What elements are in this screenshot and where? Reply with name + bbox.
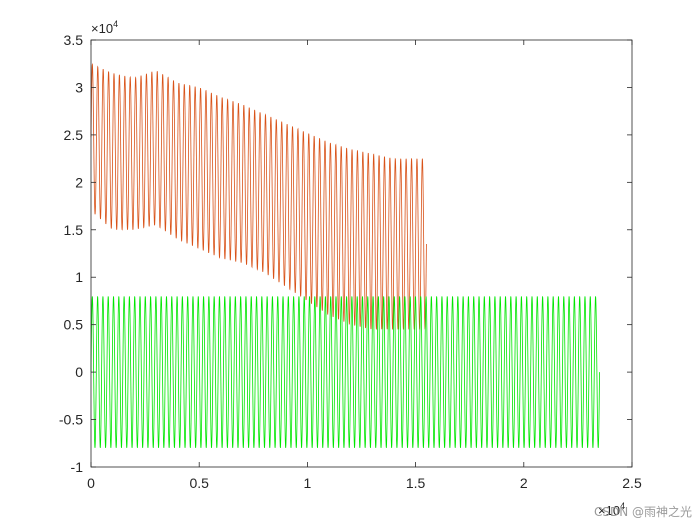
x-tick-label: 1.5 [406,475,426,491]
y-tick-label: 2.5 [64,127,84,143]
label-layer: 0 0.5 1 1.5 2 2.5 3.5 3 2.5 2 1.5 1 0.5 0 -0.5 -1 [59,32,642,491]
y-tick-label: 1 [75,269,83,285]
x-tick-label: 2.5 [622,475,642,491]
x-tick-label: 1 [304,475,312,491]
x-exponent-label: ×104 [598,501,625,518]
x-tick-label: 2 [520,475,528,491]
y-tick-label: 0 [75,364,83,380]
y-tick-label: 0.5 [64,317,84,333]
tick-layer [90,39,633,468]
y-tick-label: 1.5 [64,222,84,238]
x-tick-label: 0 [87,475,95,491]
watermark-text: CSDN @雨神之光 [594,505,692,519]
axes-box [90,39,633,468]
y-tick-label: -1 [71,459,84,475]
series-line-1 [90,62,427,331]
y-tick-label: 2 [75,174,83,190]
y-tick-label: -0.5 [59,412,83,428]
series-layer [90,62,600,448]
y-exponent-label: ×104 [91,19,118,36]
series-line-2 [90,296,600,448]
y-tick-label: 3 [75,79,83,95]
y-tick-label: 3.5 [64,32,84,48]
x-tick-label: 0.5 [189,475,209,491]
